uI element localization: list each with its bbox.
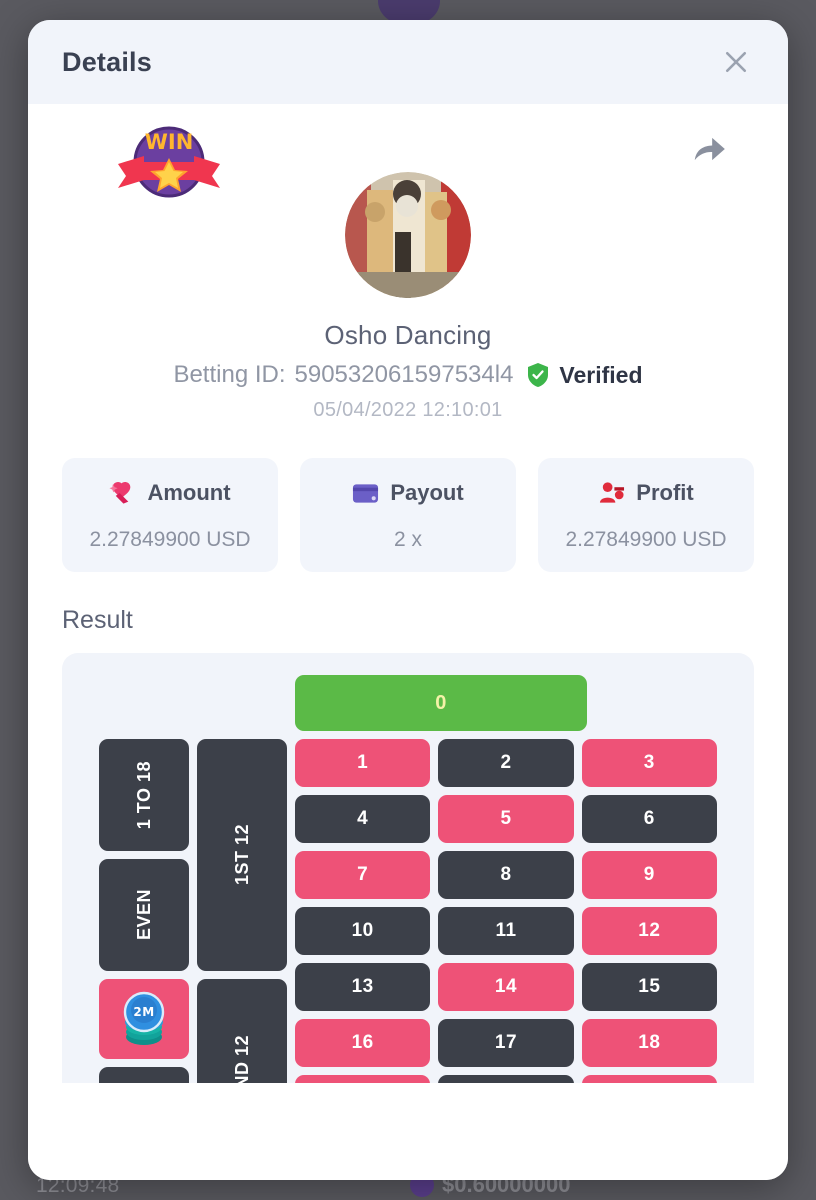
dozens-column: 1ST 12 2ND 12: [197, 739, 287, 1083]
roulette-board: 0 1 TO 18 EVEN: [99, 675, 717, 1083]
badge-share-row: WIN: [62, 104, 754, 200]
stat-value-payout: 2 x: [393, 528, 422, 551]
dozen-2nd12-label: 2ND 12: [231, 1034, 252, 1083]
outside-bet-even[interactable]: EVEN: [99, 859, 189, 971]
stat-card-amount: Amount 2.27849900 USD: [62, 458, 278, 572]
number-row: 19 20 21: [295, 1075, 717, 1083]
roulette-cell-6[interactable]: 6: [581, 795, 717, 843]
bet-chip-2m: 2M: [117, 990, 171, 1048]
stat-card-profit: Profit 2.27849900 USD: [538, 458, 754, 572]
win-badge-icon: WIN: [110, 122, 228, 200]
roulette-cell-15[interactable]: 15: [581, 963, 717, 1011]
dozen-1st12-label: 1ST 12: [231, 824, 252, 886]
stat-head-profit: Profit: [548, 480, 744, 506]
outside-bet-extra[interactable]: [99, 1067, 189, 1083]
svg-text:WIN: WIN: [145, 130, 194, 154]
roulette-cell-8[interactable]: 8: [438, 851, 574, 899]
dozen-2nd12[interactable]: 2ND 12: [197, 979, 287, 1083]
number-row: 7 8 9: [295, 851, 717, 899]
roulette-cell-10[interactable]: 10: [295, 907, 431, 955]
stat-label-profit: Profit: [636, 480, 694, 505]
board-grid: 1 TO 18 EVEN: [99, 739, 717, 1083]
stat-head-amount: Amount: [72, 480, 268, 506]
stat-card-payout: Payout 2 x: [300, 458, 516, 572]
numbers-column: 1 2 3 4 5 6 7 8 9: [295, 739, 717, 1083]
profit-icon: [598, 481, 625, 505]
outside-bets-column: 1 TO 18 EVEN: [99, 739, 189, 1083]
page-title: Details: [62, 46, 152, 77]
dozen-1st12[interactable]: 1ST 12: [197, 739, 287, 971]
outside-bet-red[interactable]: 2M: [99, 979, 189, 1059]
roulette-cell-5[interactable]: 5: [438, 795, 574, 843]
number-row: 16 17 18: [295, 1019, 717, 1067]
roulette-cell-1[interactable]: 1: [295, 739, 431, 787]
roulette-cell-7[interactable]: 7: [295, 851, 431, 899]
roulette-cell-3[interactable]: 3: [581, 739, 717, 787]
roulette-cell-14[interactable]: 14: [438, 963, 574, 1011]
betting-id-row: Betting ID: 590532061597534l4 Verified: [62, 361, 754, 389]
roulette-cell-16[interactable]: 16: [295, 1019, 431, 1067]
share-icon[interactable]: [686, 126, 732, 172]
betting-id-value: 590532061597534l4: [294, 361, 514, 388]
stat-label-amount: Amount: [147, 480, 231, 505]
modal-header: Details: [28, 20, 788, 104]
roulette-cell-2[interactable]: 2: [438, 739, 574, 787]
roulette-cell-13[interactable]: 13: [295, 963, 431, 1011]
amount-icon: [109, 481, 136, 505]
outside-bet-1to18-label: 1 TO 18: [133, 760, 154, 830]
stat-head-payout: Payout: [310, 480, 506, 506]
roulette-cell-20[interactable]: 20: [438, 1075, 574, 1083]
roulette-cell-12[interactable]: 12: [581, 907, 717, 955]
roulette-cell-11[interactable]: 11: [438, 907, 574, 955]
stats-row: Amount 2.27849900 USD Payout 2 x: [62, 458, 754, 572]
stat-value-amount: 2.27849900 USD: [89, 528, 251, 551]
betting-id-label: Betting ID:: [173, 361, 286, 388]
game-name: Osho Dancing: [324, 320, 492, 350]
stat-value-profit: 2.27849900 USD: [565, 528, 727, 551]
modal-body: WIN: [28, 104, 788, 1180]
number-row: 13 14 15: [295, 963, 717, 1011]
roulette-cell-19[interactable]: 19: [295, 1075, 431, 1083]
close-icon[interactable]: [718, 44, 754, 80]
payout-card-icon: [352, 482, 379, 504]
number-row: 4 5 6: [295, 795, 717, 843]
result-panel: 0 1 TO 18 EVEN: [62, 653, 754, 1083]
roulette-cell-9[interactable]: 9: [581, 851, 717, 899]
bet-datetime: 05/04/2022 12:10:01: [313, 399, 503, 421]
outside-bet-1to18[interactable]: 1 TO 18: [99, 739, 189, 851]
roulette-cell-18[interactable]: 18: [581, 1019, 717, 1067]
result-title: Result: [62, 606, 133, 634]
verified-label: Verified: [559, 361, 643, 388]
outside-bet-even-label: EVEN: [133, 889, 154, 941]
identity-section: Osho Dancing Betting ID: 590532061597534…: [62, 172, 754, 422]
roulette-cell-21[interactable]: 21: [581, 1075, 717, 1083]
chip-label: 2M: [133, 1005, 154, 1019]
roulette-cell-0[interactable]: 0: [295, 675, 587, 731]
details-modal: Details WIN: [28, 20, 788, 1180]
roulette-cell-17[interactable]: 17: [438, 1019, 574, 1067]
number-row: 10 11 12: [295, 907, 717, 955]
verified-shield-icon: [526, 362, 550, 388]
stat-label-payout: Payout: [390, 480, 464, 505]
roulette-cell-4[interactable]: 4: [295, 795, 431, 843]
number-row: 1 2 3: [295, 739, 717, 787]
